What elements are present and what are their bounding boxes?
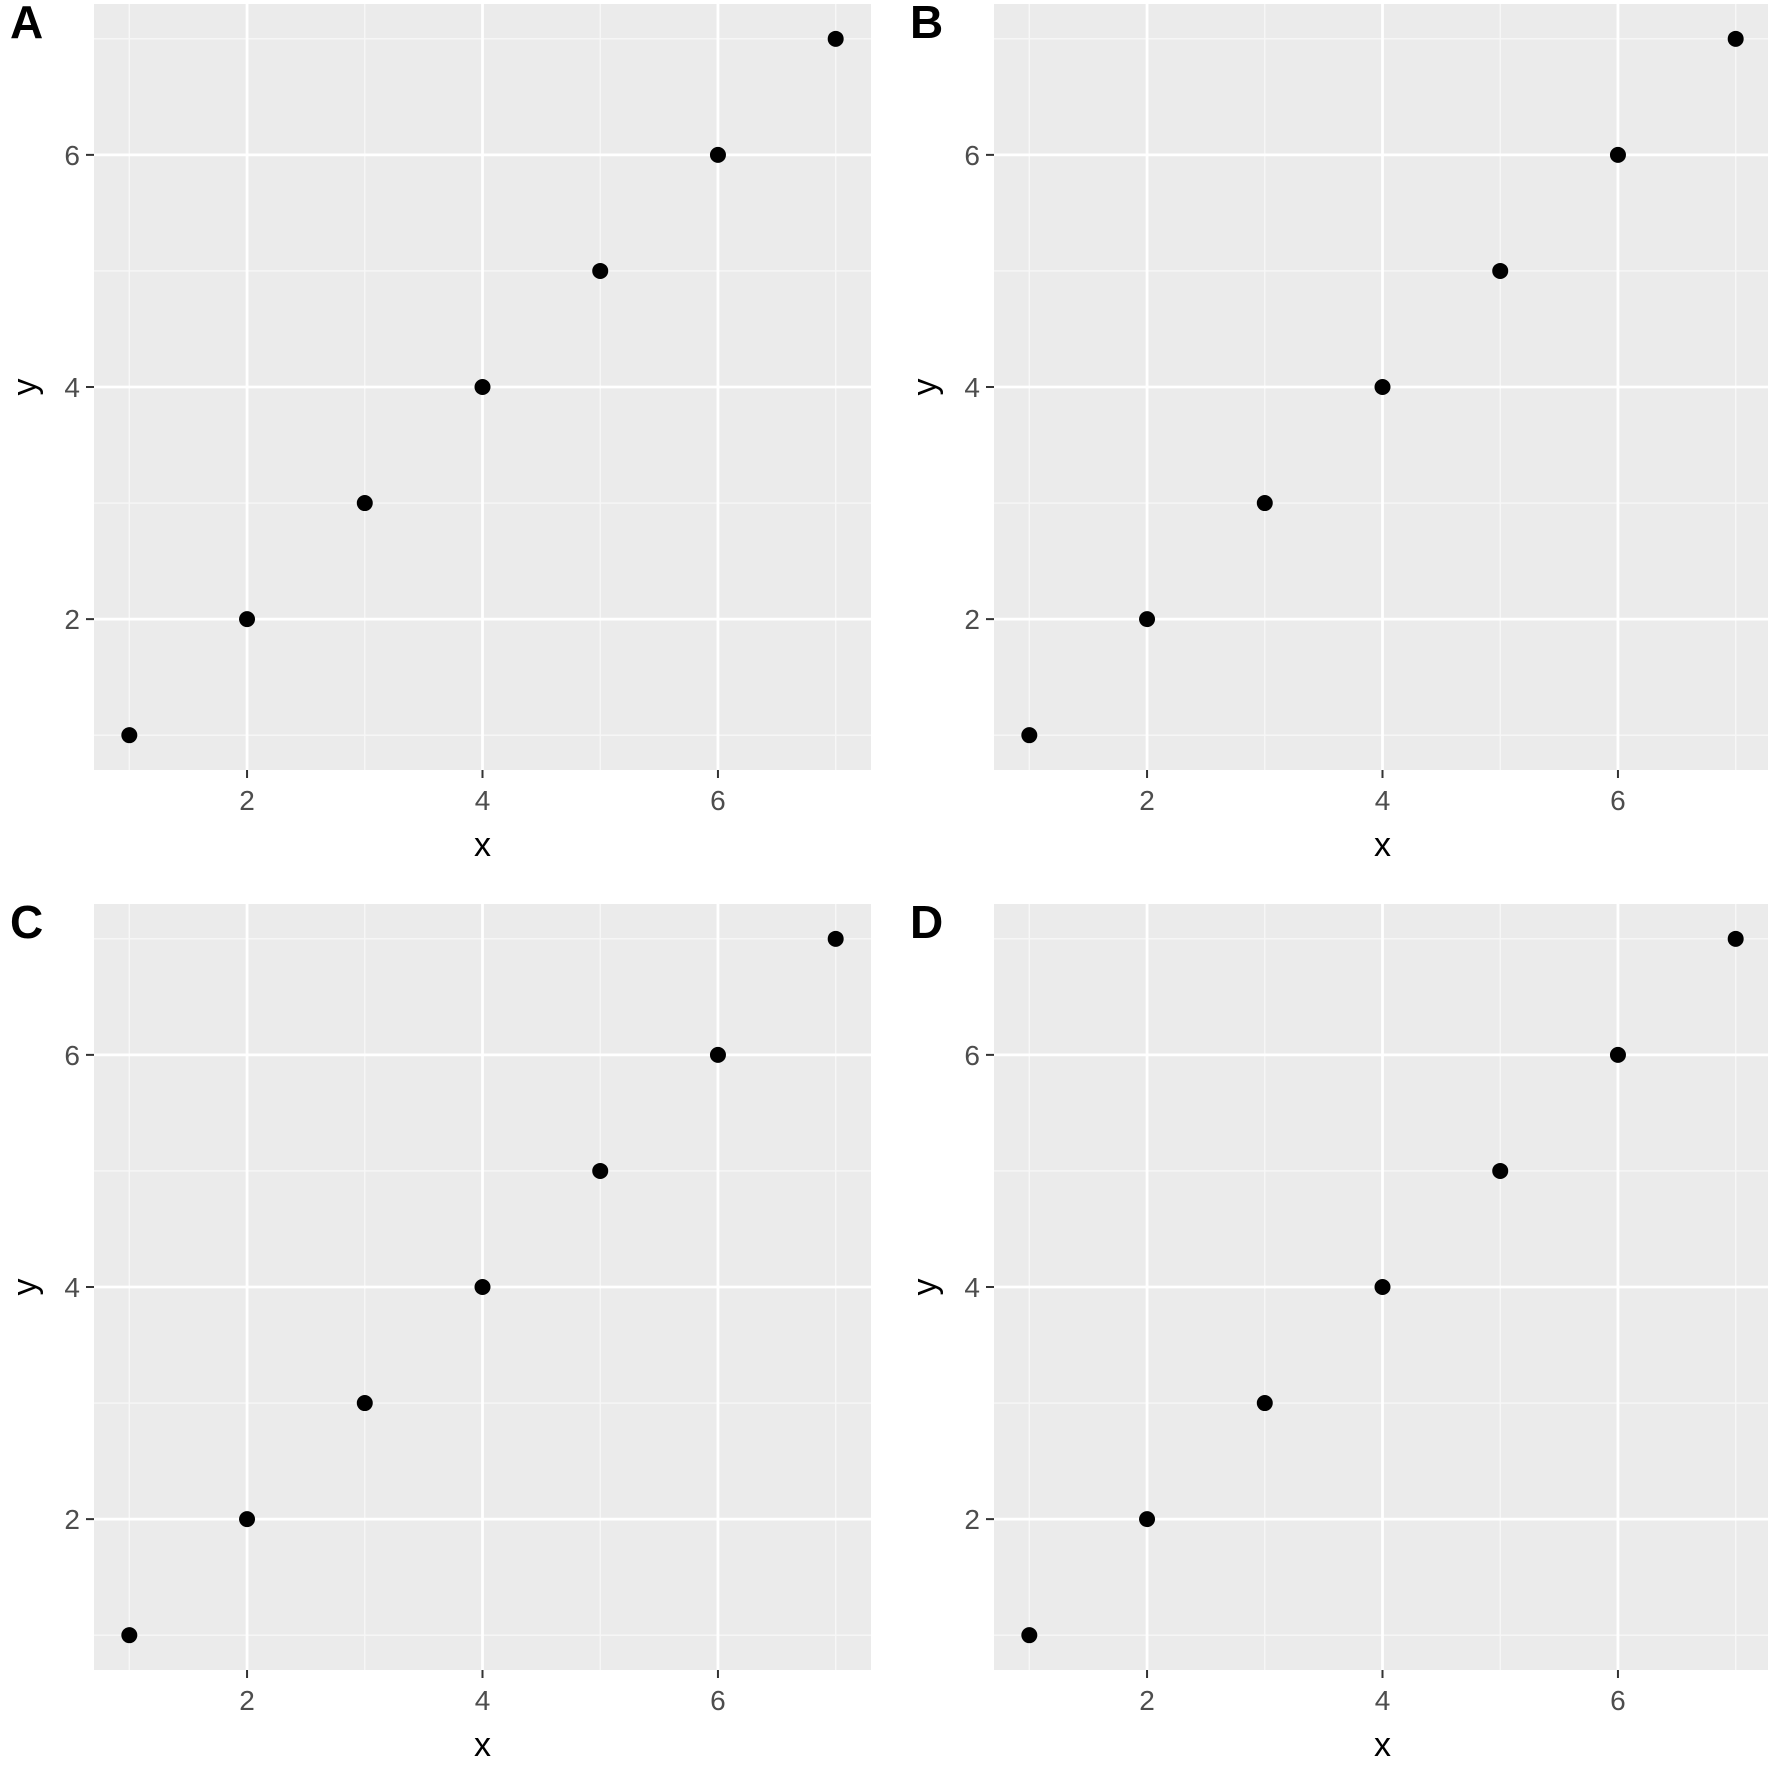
y-tick-label: 4 (964, 1272, 980, 1303)
x-axis-title: x (474, 1726, 491, 1764)
x-tick-label: 6 (1610, 1685, 1626, 1716)
y-tick-label: 2 (64, 604, 80, 635)
data-point (1021, 727, 1038, 744)
y-tick-label: 6 (964, 1040, 980, 1071)
data-point (474, 1279, 491, 1295)
x-tick-label: 2 (239, 785, 255, 816)
y-tick-label: 4 (64, 372, 80, 403)
y-tick-label: 4 (64, 1272, 80, 1303)
data-point (1492, 262, 1509, 279)
y-tick-label: 6 (964, 140, 980, 171)
x-axis-title: x (1374, 1726, 1391, 1764)
data-point (827, 30, 844, 47)
y-tick-label: 2 (964, 1504, 980, 1535)
data-point (827, 930, 844, 947)
data-point (709, 146, 726, 163)
data-point (1139, 611, 1156, 628)
x-tick-label: 4 (475, 1685, 491, 1716)
data-point (239, 611, 256, 628)
x-tick-label: 4 (475, 785, 491, 816)
data-point (1609, 1046, 1626, 1063)
x-tick-label: 2 (1139, 785, 1155, 816)
data-point (1727, 30, 1744, 47)
y-axis-title: y (906, 1279, 944, 1296)
data-point (592, 1162, 609, 1179)
chart-panel-a: 2 4 6 2 4 6 x y A (6, 0, 871, 864)
x-tick-label: 4 (1375, 1685, 1391, 1716)
chart-panel-c: 2 4 6 2 4 6 x y C (6, 896, 871, 1764)
x-tick-label: 4 (1375, 785, 1391, 816)
panel-label: B (910, 0, 943, 48)
data-point (474, 379, 491, 395)
y-tick-label: 6 (64, 140, 80, 171)
x-tick-label: 2 (239, 1685, 255, 1716)
data-point (1727, 930, 1744, 947)
data-point (356, 1395, 373, 1412)
x-axis-title: x (1374, 826, 1391, 864)
x-tick-label: 6 (710, 1685, 726, 1716)
data-point (239, 1511, 256, 1528)
x-tick-label: 6 (1610, 785, 1626, 816)
y-axis-title: y (906, 379, 944, 396)
panel-label: A (10, 0, 43, 48)
y-axis-title: y (6, 1279, 44, 1296)
x-axis-title: x (474, 826, 491, 864)
data-point (592, 262, 609, 279)
data-point (1256, 495, 1273, 512)
data-point (1374, 1279, 1391, 1295)
data-point (1256, 1395, 1273, 1412)
y-axis-title: y (6, 379, 44, 396)
x-tick-label: 2 (1139, 1685, 1155, 1716)
y-tick-label: 6 (64, 1040, 80, 1071)
data-point (1374, 379, 1391, 395)
data-point (1609, 146, 1626, 163)
panel-label: D (910, 896, 943, 948)
data-point (121, 1627, 138, 1644)
x-tick-label: 6 (710, 785, 726, 816)
data-point (356, 495, 373, 512)
data-point (1021, 1627, 1038, 1644)
y-tick-label: 2 (64, 1504, 80, 1535)
panel-label: C (10, 896, 43, 948)
y-tick-label: 4 (964, 372, 980, 403)
y-tick-label: 2 (964, 604, 980, 635)
chart-panel-d: 2 4 6 2 4 6 x y D (906, 896, 1768, 1764)
data-point (709, 1046, 726, 1063)
data-point (1139, 1511, 1156, 1528)
data-point (121, 727, 138, 744)
data-point (1492, 1162, 1509, 1179)
chart-panel-b: 2 4 6 2 4 6 x y B (906, 0, 1768, 864)
